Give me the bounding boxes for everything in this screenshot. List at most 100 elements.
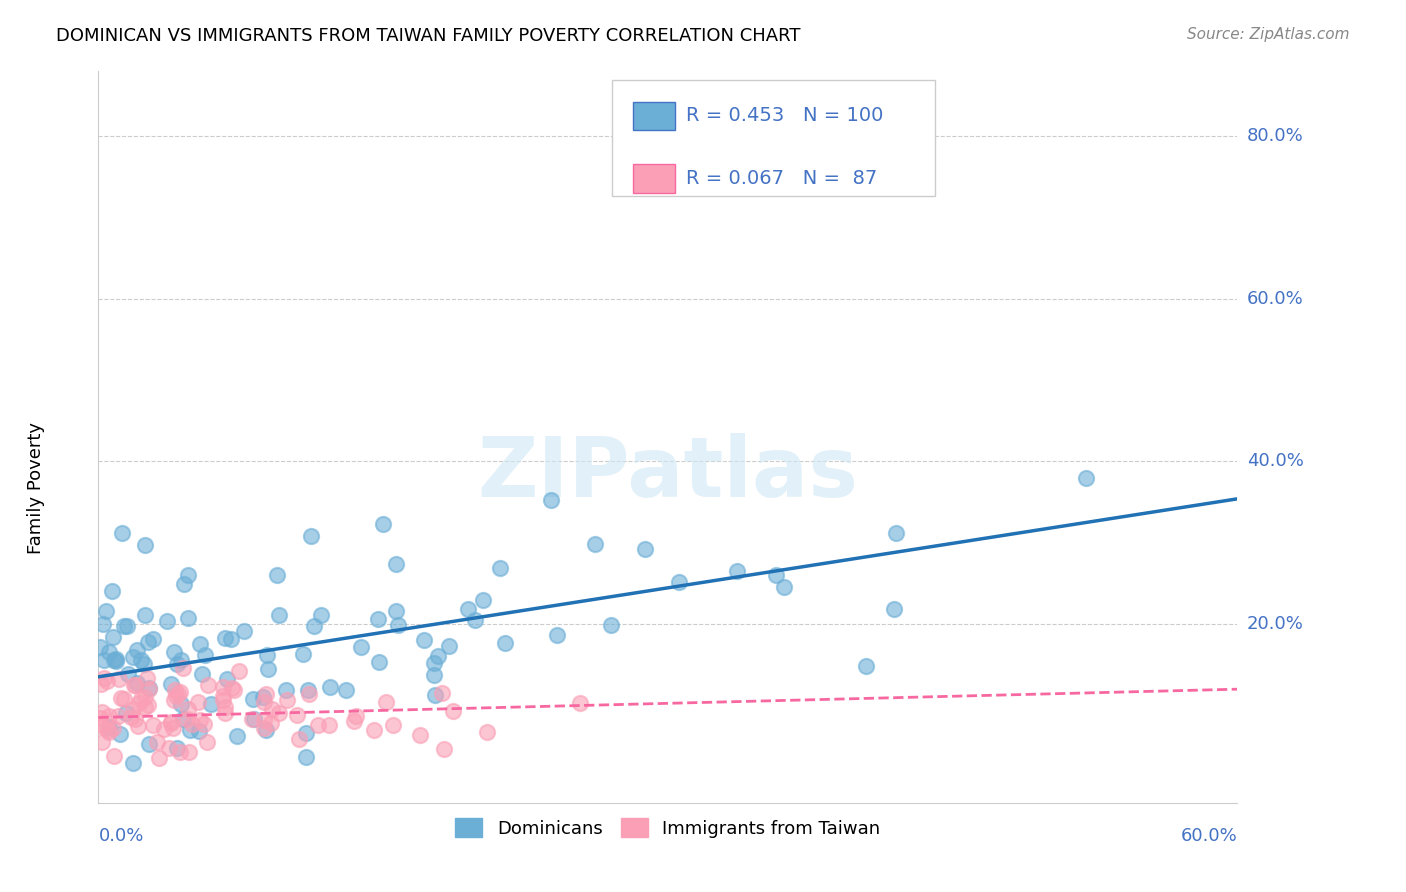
Point <box>177 567 200 582</box>
Text: 80.0%: 80.0% <box>1247 128 1303 145</box>
Point <box>112 618 135 632</box>
Point <box>162 721 184 735</box>
Point <box>90 716 112 731</box>
Point <box>214 631 236 645</box>
Point <box>195 735 218 749</box>
Point <box>219 632 242 646</box>
Point <box>146 735 169 749</box>
Point <box>433 742 456 756</box>
Point <box>124 712 146 726</box>
Point <box>260 702 283 716</box>
Point <box>427 648 450 663</box>
Point <box>765 568 787 582</box>
Point <box>165 690 187 704</box>
Point <box>634 541 657 556</box>
Point <box>855 659 877 673</box>
Point <box>267 706 290 720</box>
Text: 40.0%: 40.0% <box>1247 452 1303 470</box>
Point <box>546 628 568 642</box>
Point <box>127 719 149 733</box>
Point <box>276 693 298 707</box>
Point <box>242 692 264 706</box>
Point <box>98 645 121 659</box>
Point <box>344 709 367 723</box>
Point <box>107 673 129 687</box>
Point <box>177 702 200 716</box>
Point <box>96 674 118 689</box>
Point <box>180 717 202 731</box>
Point <box>166 657 188 672</box>
Point <box>343 714 366 728</box>
Point <box>287 731 309 746</box>
Point <box>91 617 114 632</box>
Point <box>172 660 194 674</box>
Point <box>176 712 198 726</box>
Point <box>200 697 222 711</box>
Point <box>128 696 150 710</box>
Point <box>291 647 314 661</box>
Point <box>243 712 266 726</box>
Point <box>773 580 796 594</box>
Point <box>134 538 156 552</box>
Point <box>214 700 236 714</box>
Point <box>252 690 274 704</box>
Point <box>105 652 128 666</box>
Point <box>1074 471 1097 485</box>
Point <box>221 681 243 696</box>
Point <box>464 613 486 627</box>
Point <box>367 655 389 669</box>
Point <box>298 687 321 701</box>
Point <box>89 640 111 654</box>
Point <box>131 691 153 706</box>
Point <box>568 696 591 710</box>
Point <box>159 677 181 691</box>
Point <box>103 630 125 644</box>
Point <box>413 632 436 647</box>
Point <box>166 687 188 701</box>
Point <box>134 690 156 705</box>
Point <box>194 648 217 662</box>
Point <box>188 637 211 651</box>
Text: ZIPatlas: ZIPatlas <box>478 434 858 514</box>
Point <box>124 678 146 692</box>
Point <box>350 640 373 654</box>
Point <box>253 721 276 735</box>
Point <box>472 592 495 607</box>
Point <box>266 567 288 582</box>
Point <box>162 645 184 659</box>
Point <box>134 657 156 672</box>
Point <box>101 721 124 735</box>
Point <box>257 662 280 676</box>
Point <box>253 694 276 708</box>
Point <box>163 682 186 697</box>
Point <box>111 526 134 541</box>
Point <box>93 672 115 686</box>
Point <box>302 619 325 633</box>
Text: R = 0.453   N = 100: R = 0.453 N = 100 <box>686 106 883 126</box>
Point <box>886 526 908 541</box>
Point <box>256 648 278 662</box>
Point <box>103 653 125 667</box>
Point <box>163 693 186 707</box>
Point <box>285 708 308 723</box>
Point <box>191 667 214 681</box>
Point <box>240 712 263 726</box>
Point <box>136 635 159 649</box>
Point <box>211 689 233 703</box>
Point <box>363 723 385 737</box>
Point <box>301 529 323 543</box>
Point <box>177 745 200 759</box>
Point <box>387 617 409 632</box>
Text: Source: ZipAtlas.com: Source: ZipAtlas.com <box>1187 27 1350 42</box>
Text: R = 0.067   N =  87: R = 0.067 N = 87 <box>686 169 877 188</box>
Point <box>142 718 165 732</box>
Point <box>98 709 121 723</box>
Legend: Dominicans, Immigrants from Taiwan: Dominicans, Immigrants from Taiwan <box>449 811 887 845</box>
Point <box>97 724 120 739</box>
Point <box>129 653 152 667</box>
Point <box>295 750 318 764</box>
Point <box>101 583 124 598</box>
Point <box>110 690 132 705</box>
Point <box>170 653 193 667</box>
Point <box>122 756 145 770</box>
